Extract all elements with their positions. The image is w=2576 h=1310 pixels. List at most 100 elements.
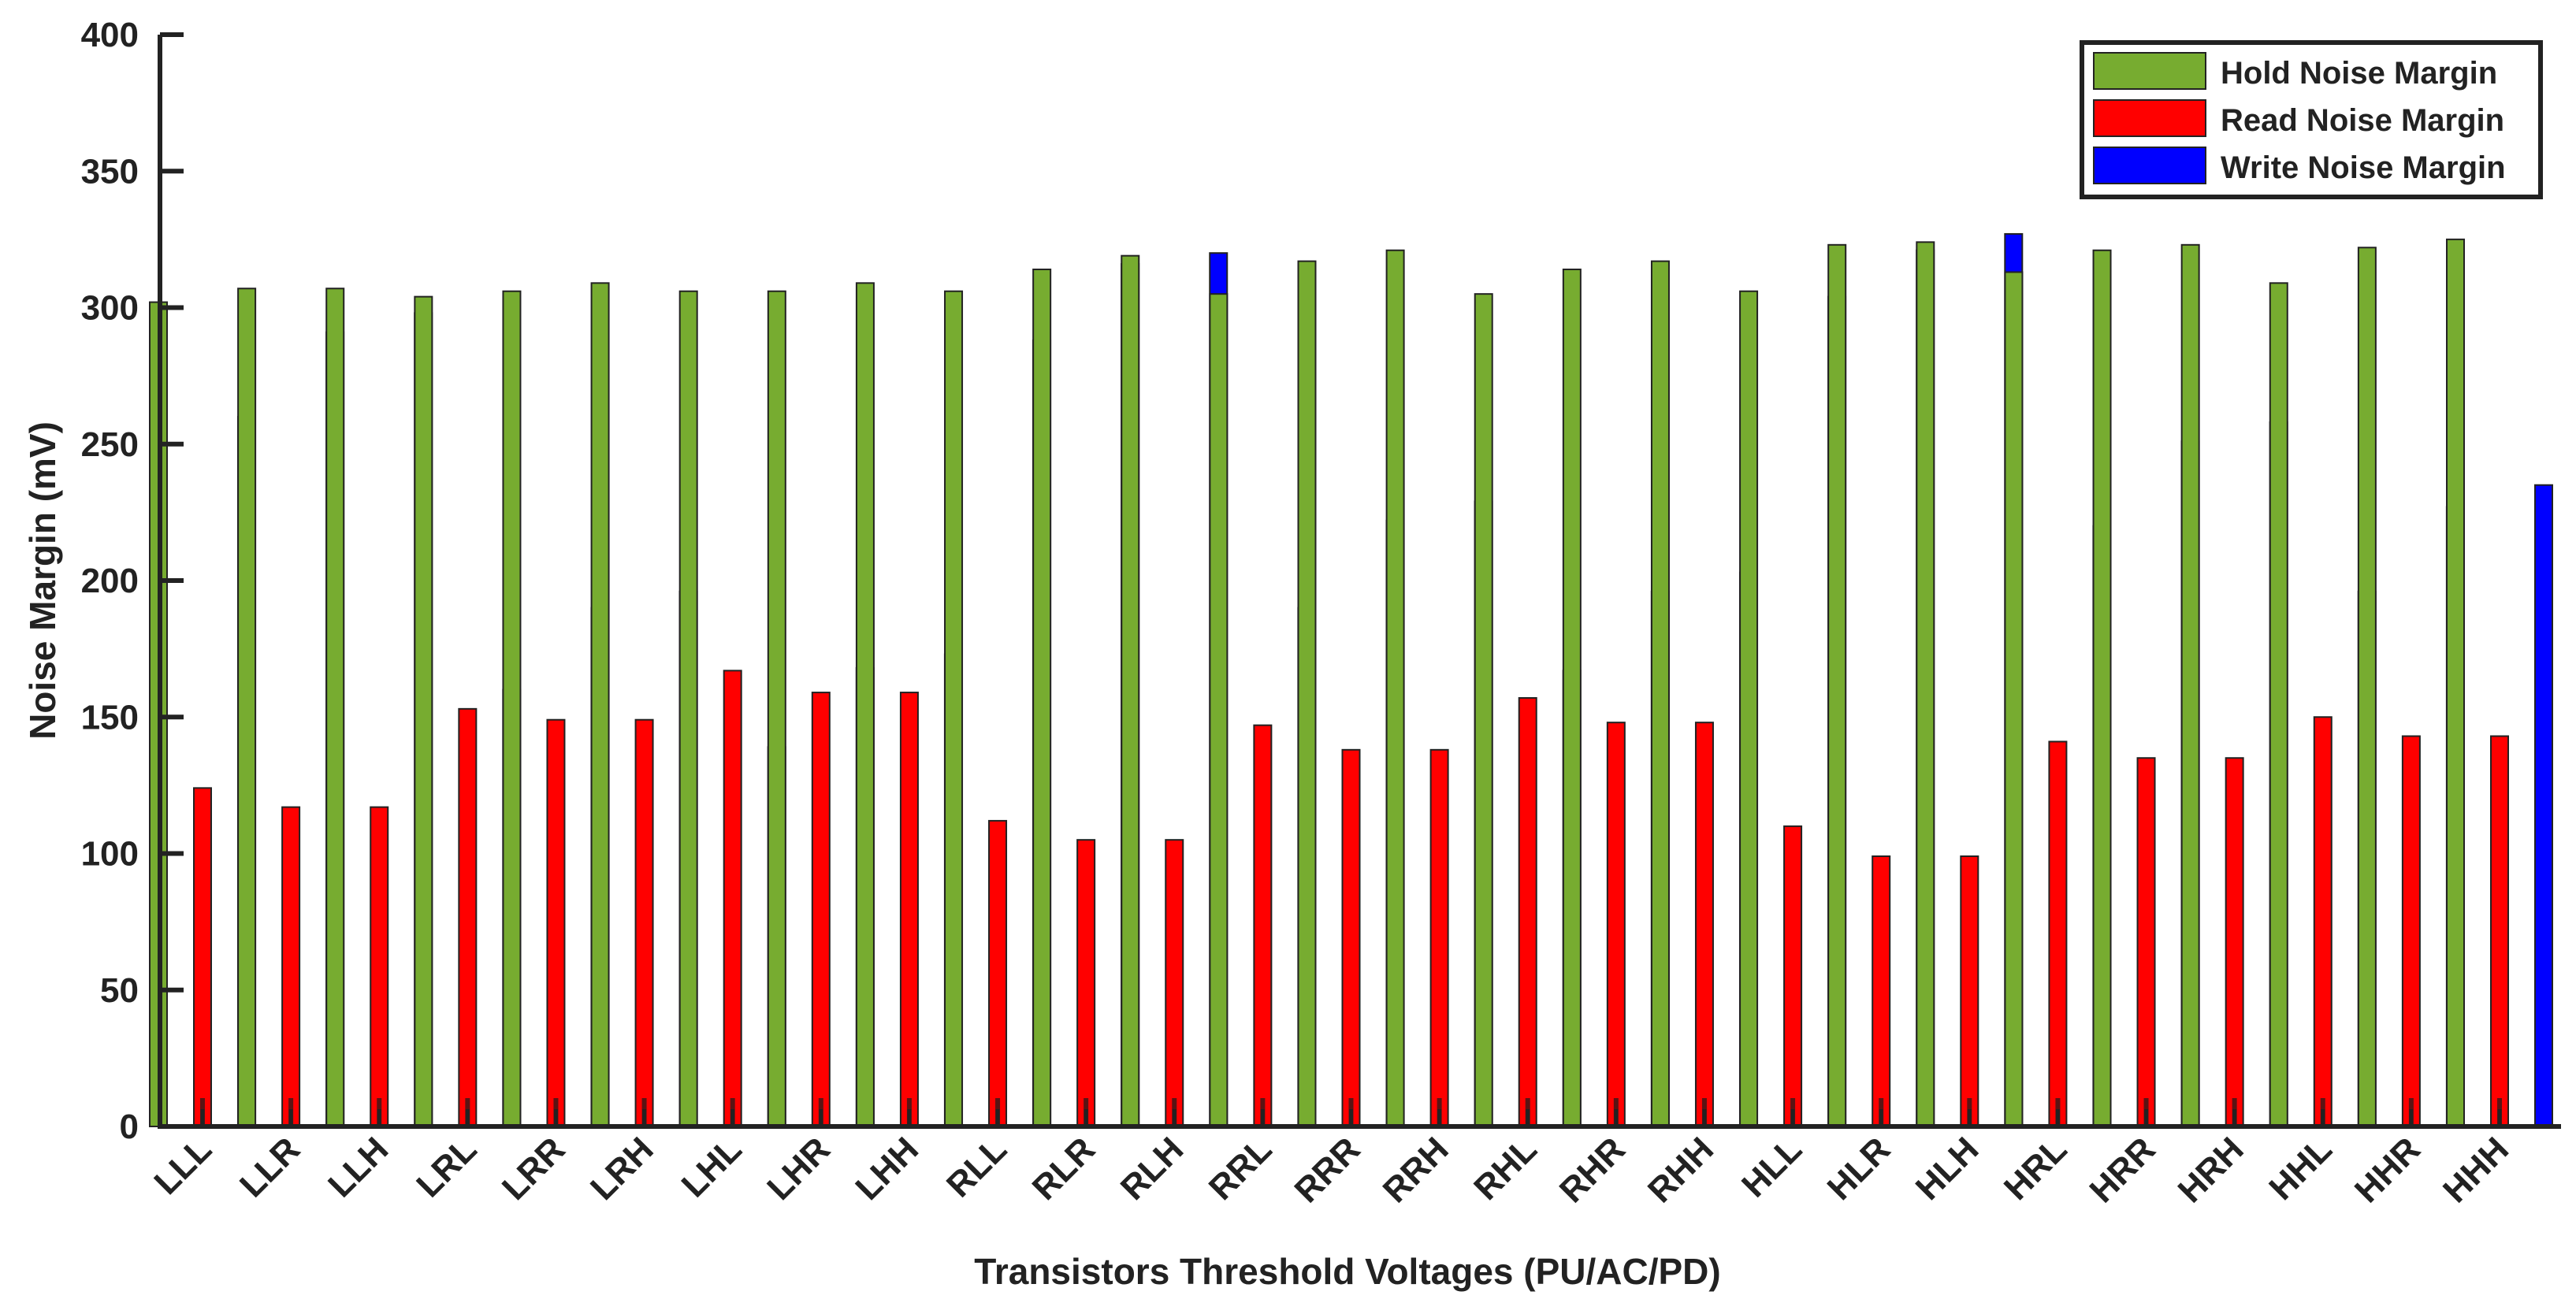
bar-hold-HLR — [1827, 243, 1847, 1127]
x-tick-label: RRH — [1376, 1130, 1456, 1210]
x-tick-label: LLR — [232, 1130, 307, 1204]
bar-hold-RHH — [1650, 260, 1670, 1128]
bar-hold-LRH — [590, 282, 610, 1128]
x-axis-label: Transistors Threshold Voltages (PU/AC/PD… — [974, 1251, 1720, 1292]
x-tick-label: RHR — [1552, 1130, 1633, 1210]
bars-layer — [149, 232, 2553, 1128]
y-tick-label: 0 — [120, 1108, 139, 1146]
bar-read-RLH — [1165, 839, 1184, 1128]
x-tick-label: HLR — [1820, 1130, 1898, 1208]
legend-label-write: Write Noise Margin — [2221, 150, 2506, 185]
bar-hold-LRR — [502, 290, 522, 1128]
bar-hold-HHH — [2446, 238, 2465, 1127]
bar-hold-LHL — [678, 290, 698, 1128]
legend-label-hold: Hold Noise Margin — [2221, 56, 2497, 91]
bar-hold-RLH — [1121, 254, 1140, 1127]
x-tick-label: LHL — [675, 1130, 749, 1204]
bar-read-RLL — [988, 819, 1008, 1128]
bar-read-LRH — [634, 718, 654, 1127]
x-tick-label: LHH — [848, 1130, 926, 1208]
bar-read-HLH — [1960, 855, 1979, 1127]
x-tick-label: HHH — [2436, 1130, 2516, 1210]
legend-swatch-hold — [2093, 52, 2206, 90]
bar-read-HRL — [2048, 740, 2068, 1127]
bar-read-HLL — [1783, 825, 1803, 1127]
bar-hold-LLH — [325, 288, 345, 1127]
y-axis-label: Noise Margin (mV) — [22, 421, 63, 740]
x-tick-label: HHL — [2262, 1130, 2340, 1208]
bar-hold-LLR — [237, 288, 257, 1127]
x-tick-label: RRL — [1202, 1130, 1280, 1208]
x-tick-label: LRR — [495, 1130, 573, 1208]
bar-read-HHL — [2313, 716, 2333, 1127]
bar-hold-HRR — [2092, 249, 2112, 1127]
bar-read-RHH — [1694, 722, 1714, 1127]
x-tick-label: RLH — [1113, 1130, 1191, 1208]
bar-hold-RHR — [1562, 268, 1582, 1127]
bar-hold-RRL — [1209, 293, 1229, 1127]
x-tick-label: HLL — [1734, 1130, 1809, 1204]
bar-write-HHH — [2534, 484, 2553, 1127]
bar-read-RRL — [1253, 724, 1273, 1128]
bar-hold-LHH — [855, 282, 875, 1128]
legend-swatch-read — [2093, 99, 2206, 137]
bar-hold-HLL — [1739, 290, 1759, 1128]
bar-read-RLR — [1076, 839, 1096, 1128]
y-tick-label: 100 — [81, 835, 139, 874]
bar-read-HLR — [1872, 855, 1891, 1127]
bar-read-RRH — [1429, 748, 1449, 1128]
y-tick-label: 50 — [100, 971, 139, 1010]
x-tick-label: RRR — [1288, 1130, 1368, 1210]
bar-hold-LHR — [767, 290, 786, 1128]
y-tick-label: 250 — [81, 425, 139, 464]
x-tick-label: RHL — [1466, 1130, 1544, 1208]
x-tick-label: HRH — [2171, 1130, 2251, 1210]
bar-read-RHL — [1518, 696, 1537, 1127]
bar-hold-RLR — [1032, 268, 1052, 1127]
x-tick-label: LRL — [409, 1130, 484, 1204]
y-tick-label: 300 — [81, 289, 139, 328]
bar-hold-HHR — [2357, 247, 2377, 1127]
bar-hold-LRL — [414, 295, 433, 1127]
bar-read-LRR — [546, 718, 566, 1127]
y-ticks-layer: 0 50 100 150 200 250 300 350 400 — [81, 16, 184, 1146]
legend: Hold Noise Margin Read Noise Margin Writ… — [2080, 40, 2543, 199]
y-tick-label: 400 — [81, 16, 139, 54]
x-tick-label: RLL — [939, 1130, 1014, 1204]
bar-read-RRR — [1341, 748, 1361, 1128]
x-tick-label: HRL — [1997, 1130, 2075, 1208]
bar-read-LLL — [193, 787, 212, 1128]
bar-read-LLH — [370, 806, 389, 1127]
x-tick-label: HRR — [2083, 1130, 2163, 1210]
y-tick-label: 350 — [81, 152, 139, 191]
x-tick-label: HHR — [2347, 1130, 2428, 1210]
x-tick-label: LHR — [760, 1130, 838, 1208]
bar-read-RHR — [1606, 722, 1626, 1127]
bar-hold-HRL — [2004, 271, 2024, 1128]
bar-read-LHL — [723, 670, 742, 1127]
bar-hold-HLH — [1916, 241, 1935, 1128]
bar-read-LRL — [458, 707, 478, 1127]
bar-read-HRH — [2225, 757, 2244, 1127]
legend-swatch-write — [2093, 147, 2206, 184]
bar-read-HRR — [2136, 757, 2156, 1127]
x-tick-label: RHH — [1641, 1130, 1721, 1210]
x-tick-label: HLH — [1909, 1130, 1987, 1208]
bar-hold-RLL — [944, 290, 964, 1128]
bar-read-LHH — [899, 692, 919, 1127]
x-tick-label: LLL — [147, 1130, 219, 1202]
x-tick-label: RLR — [1025, 1130, 1103, 1208]
bar-hold-HHL — [2269, 282, 2288, 1128]
y-tick-label: 150 — [81, 698, 139, 737]
bar-hold-RHL — [1474, 293, 1493, 1127]
bar-hold-RRH — [1385, 249, 1405, 1127]
x-tick-label: LRH — [583, 1130, 661, 1208]
bar-hold-HRH — [2180, 243, 2200, 1127]
bar-hold-RRR — [1297, 260, 1317, 1128]
x-tick-label: LLH — [321, 1130, 396, 1204]
bar-read-LLR — [281, 806, 301, 1127]
y-tick-label: 200 — [81, 562, 139, 600]
bar-read-LHR — [811, 692, 831, 1127]
